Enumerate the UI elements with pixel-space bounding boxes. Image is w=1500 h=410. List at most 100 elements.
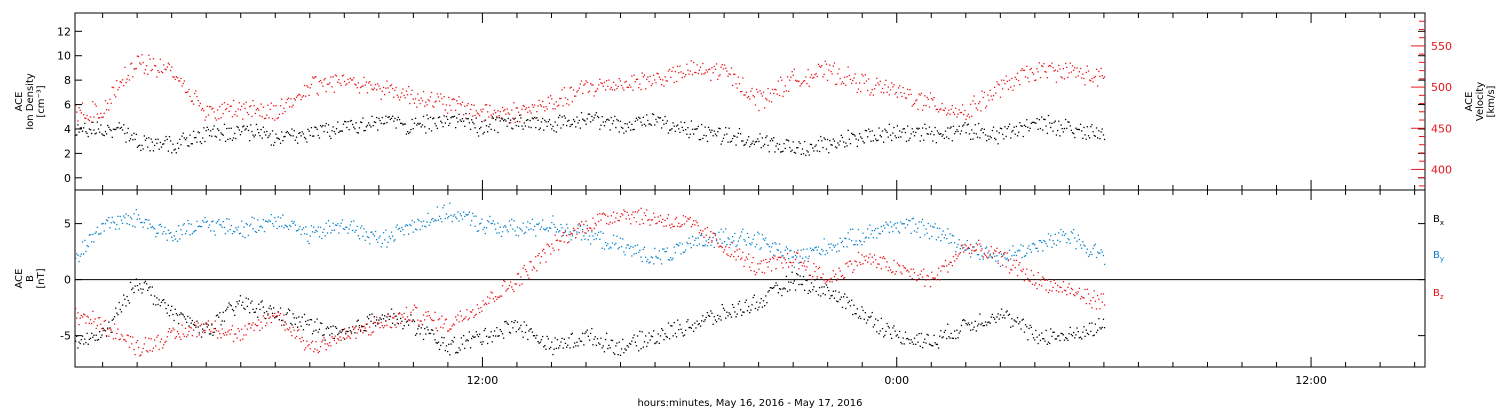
mag-data-point <box>516 273 519 275</box>
mag-data-point <box>1055 338 1058 340</box>
ion-data-point <box>252 134 254 136</box>
ion-data-point <box>101 116 103 118</box>
ion-data-point <box>822 146 824 149</box>
mag-data-point <box>230 224 232 227</box>
mag-data-point <box>829 280 831 283</box>
mag-data-point <box>915 223 917 225</box>
ion-data-point <box>579 83 581 85</box>
ion-data-point <box>745 91 747 93</box>
mag-data-point <box>493 300 496 302</box>
mag-data-point <box>222 333 224 335</box>
mag-data-point <box>127 299 129 302</box>
ion-data-point <box>595 90 597 92</box>
mag-data-point <box>727 315 729 317</box>
mag-data-point <box>95 231 97 233</box>
ion-data-point <box>228 127 230 129</box>
mag-data-point <box>371 313 373 315</box>
ion-data-point <box>365 81 367 83</box>
mag-data-point <box>311 231 314 233</box>
mag-data-point <box>101 223 103 225</box>
mag-data-point <box>1084 335 1086 337</box>
mag-data-point <box>885 266 887 268</box>
mag-data-point <box>726 244 728 246</box>
ion-data-point <box>327 83 330 85</box>
mag-data-point <box>844 293 846 295</box>
mag-data-point <box>1034 244 1036 246</box>
mag-data-point <box>687 319 689 321</box>
mag-data-point <box>136 218 139 220</box>
mag-data-point <box>88 338 90 341</box>
ion-data-point <box>1095 127 1098 129</box>
mag-data-point <box>116 312 118 314</box>
x-tick-label: 12:00 <box>467 374 499 387</box>
ion-data-point <box>595 112 597 114</box>
ion-data-point <box>528 126 530 128</box>
mag-data-point <box>862 232 864 234</box>
mag-data-point <box>338 332 340 334</box>
ion-data-point <box>809 76 812 79</box>
mag-data-point <box>1100 249 1102 251</box>
ion-data-point <box>955 107 957 109</box>
ion-data-point <box>286 98 288 101</box>
mag-data-point <box>612 234 615 236</box>
ion-data-point <box>928 126 931 128</box>
ion-data-point <box>412 98 414 100</box>
mag-data-point <box>1003 314 1005 316</box>
mag-data-point <box>1029 280 1031 282</box>
mag-data-point <box>200 323 203 325</box>
ion-data-point <box>802 80 805 82</box>
mag-data-point <box>348 327 350 329</box>
mag-data-point <box>1078 238 1080 241</box>
mag-data-point <box>877 319 879 322</box>
ion-data-point <box>893 84 895 86</box>
mag-data-point <box>705 234 707 236</box>
ion-data-point <box>124 66 126 68</box>
ion-data-point <box>168 63 171 66</box>
ion-data-point <box>948 137 950 140</box>
mag-data-point <box>799 275 801 277</box>
mag-data-point <box>789 261 791 263</box>
mag-data-point <box>677 225 679 227</box>
ion-data-point <box>199 141 201 143</box>
mag-data-point <box>872 236 874 239</box>
mag-data-point <box>818 266 821 268</box>
mag-data-point <box>174 308 176 310</box>
ion-data-point <box>697 125 699 128</box>
mag-data-point <box>825 250 828 252</box>
mag-data-point <box>469 311 472 313</box>
ion-data-point <box>157 70 159 72</box>
ion-data-point <box>379 119 381 122</box>
ion-data-point <box>765 97 767 100</box>
mag-data-point <box>879 256 881 259</box>
mag-data-point <box>688 218 690 220</box>
mag-data-point <box>302 329 305 331</box>
mag-data-point <box>294 337 296 339</box>
mag-data-point <box>640 207 642 209</box>
ion-data-point <box>299 94 301 96</box>
ion-data-point <box>118 86 120 89</box>
mag-data-point <box>200 336 203 338</box>
mag-data-point <box>206 220 208 222</box>
mag-data-point <box>636 335 639 337</box>
mag-data-point <box>465 213 467 216</box>
ion-data-point <box>964 122 966 124</box>
ion-data-point <box>295 96 298 98</box>
ion-data-point <box>956 116 958 118</box>
ion-data-point <box>363 130 365 132</box>
mag-data-point <box>611 222 614 224</box>
mag-data-point <box>384 315 386 317</box>
ion-data-point <box>263 131 266 133</box>
mag-data-point <box>203 221 205 223</box>
mag-data-point <box>926 274 928 277</box>
mag-data-point <box>1005 311 1007 313</box>
ion-data-point <box>733 135 735 137</box>
mag-data-point <box>728 238 730 240</box>
ion-data-point <box>214 135 216 137</box>
mag-data-point <box>911 341 913 343</box>
ion-data-point <box>999 96 1002 98</box>
ion-data-point <box>87 135 89 138</box>
ion-data-point <box>587 91 589 93</box>
mag-data-point <box>1036 247 1038 249</box>
mag-data-point <box>888 327 890 329</box>
mag-data-point <box>321 341 323 343</box>
